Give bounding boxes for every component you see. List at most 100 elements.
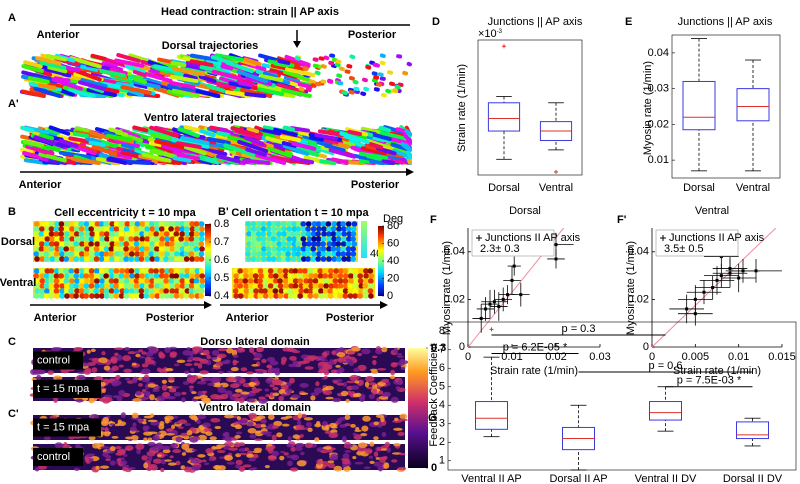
y-tick-label: 7 [439, 344, 445, 356]
cell [103, 221, 109, 227]
cell [179, 231, 186, 237]
myosin-signal [289, 356, 297, 361]
cell [104, 283, 110, 289]
cell [158, 226, 165, 232]
cell [133, 293, 140, 299]
trajectory [323, 55, 330, 61]
cell [189, 226, 196, 232]
cell [118, 273, 125, 279]
myosin-signal [47, 370, 54, 375]
colorbar-tick-label: 0.8 [214, 218, 229, 230]
x-tick-label: Dorsal II AP [549, 473, 607, 484]
cell [123, 246, 129, 252]
y-tick-label: 0.02 [444, 293, 465, 305]
myosin-signal [396, 352, 402, 356]
panel-label: D [432, 16, 440, 28]
cell [99, 293, 105, 299]
trajectory [284, 54, 311, 67]
cell [83, 288, 90, 294]
myosin-signal [241, 422, 247, 426]
cell [233, 278, 240, 284]
trajectory [359, 151, 389, 160]
myosin-signal [356, 446, 367, 452]
point [510, 278, 514, 282]
y-multiplier-base: ×10 [478, 28, 497, 40]
panel-label: A [8, 12, 16, 24]
cell [39, 221, 45, 227]
cell [348, 268, 355, 274]
cell [286, 236, 293, 242]
trajectory [103, 63, 123, 72]
myosin-signal [121, 464, 130, 468]
colorbar [378, 226, 384, 296]
myosin-signal [123, 368, 133, 373]
panel-label: E [625, 16, 632, 28]
trajectory [377, 72, 384, 77]
cell [255, 246, 262, 252]
trajectory [320, 64, 327, 69]
myosin-signal [310, 395, 316, 401]
cell [198, 241, 205, 247]
myosin-signal [250, 377, 259, 382]
cell [198, 293, 205, 299]
cell [89, 231, 96, 237]
myosin-signal [138, 356, 146, 359]
cell [139, 246, 146, 252]
trajectory [277, 59, 291, 65]
myosin-signal [37, 465, 47, 470]
cell [79, 278, 85, 284]
cell [88, 221, 95, 227]
cell [265, 246, 272, 252]
cell [78, 221, 84, 227]
trajectory [227, 135, 252, 145]
myosin-signal [224, 414, 234, 419]
cell [118, 293, 125, 299]
myosin-signal [365, 376, 375, 383]
cell [113, 226, 120, 232]
trajectory [379, 130, 409, 141]
cell [270, 256, 277, 262]
trajectory [281, 88, 312, 98]
myosin-signal [209, 436, 217, 441]
cell [59, 241, 66, 247]
cell [179, 283, 186, 289]
cell [159, 268, 165, 274]
y-axis-label: Myosin rate (1/min) [642, 61, 654, 155]
myosin-signal [389, 375, 396, 380]
cell [330, 246, 337, 252]
trajectory [149, 149, 164, 156]
trajectory [305, 87, 312, 92]
cell [193, 246, 200, 252]
myosin-signal [313, 387, 323, 394]
myosin-signal [234, 424, 242, 430]
cell [281, 231, 287, 237]
cell [128, 236, 135, 242]
myosin-signal [339, 347, 344, 351]
panel-label: F' [617, 214, 627, 226]
myosin-signal [299, 392, 309, 396]
cell [340, 246, 346, 252]
cell [290, 231, 296, 237]
myosin-signal [54, 442, 63, 448]
cell [295, 241, 301, 247]
myosin-signal [181, 443, 190, 450]
cell [353, 268, 360, 274]
myosin-signal [73, 467, 80, 471]
myosin-signal [186, 359, 193, 363]
myosin-signal [361, 348, 371, 355]
cell [93, 288, 99, 294]
trajectory [371, 78, 378, 83]
cell [144, 236, 151, 242]
myosin-signal [92, 357, 101, 364]
cell [337, 283, 344, 289]
myosin-signal [297, 419, 302, 426]
myosin-signal [317, 365, 323, 369]
chart-title: Junctions || AP axis [678, 16, 773, 28]
myosin-signal [393, 427, 403, 431]
cell [94, 278, 100, 284]
myosin-signal [266, 365, 273, 369]
cell [242, 278, 249, 284]
cell [94, 241, 101, 247]
cell [320, 221, 327, 227]
myosin-signal [265, 433, 272, 437]
